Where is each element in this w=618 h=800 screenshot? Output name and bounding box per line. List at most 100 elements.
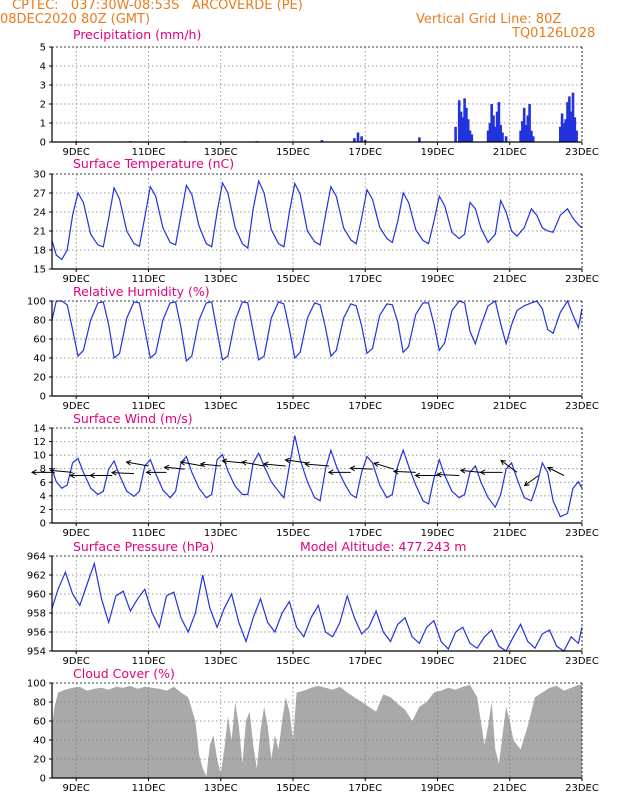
x-tick-label: 13DEC <box>204 528 238 539</box>
y-tick-label: 10 <box>33 451 46 462</box>
y-tick-label: 27 <box>33 189 46 200</box>
precip-bar <box>360 136 363 142</box>
wind-arrow <box>327 469 351 476</box>
x-tick-label: 11DEC <box>132 528 166 539</box>
precip-bar <box>524 124 528 142</box>
wind-arrow <box>479 469 503 476</box>
precip-bar <box>531 136 535 142</box>
wind-panel: 0 2 4 6 8 10 12 14 9DEC 11DEC 13DEC 15DEC 17DEC 19DEC… <box>30 411 599 539</box>
x-tick-label: 11DEC <box>132 147 166 158</box>
precip-panel: 0 1 2 3 4 5 9DEC 11DEC 13DEC 15DEC 17DEC 19DEC 21DEC… <box>40 27 599 158</box>
y-tick-label: 100 <box>27 679 46 690</box>
x-tick-label: 17DEC <box>348 274 382 285</box>
y-tick-label: 0 <box>40 519 46 530</box>
precip-bar <box>562 123 566 142</box>
x-tick-label: 23DEC <box>565 783 599 794</box>
y-tick-label: 40 <box>33 736 46 747</box>
precip-title: Precipitation (mm/h) <box>73 27 201 42</box>
precip-bar <box>356 132 360 142</box>
precip-bar <box>564 119 567 142</box>
wind-arrow <box>262 461 286 468</box>
y-tick-label: 2 <box>40 100 46 111</box>
x-tick-label: 23DEC <box>565 147 599 158</box>
y-tick-label: 12 <box>33 437 46 448</box>
precip-bar <box>528 104 531 142</box>
wind-arrow <box>373 461 395 470</box>
precip-bar <box>461 117 465 142</box>
cloud-panel: 0 20 40 60 80 100 9DEC 11DEC 13DEC 15DEC 17DEC 19DE… <box>27 666 599 794</box>
wind-arrow <box>163 464 185 471</box>
precip-bar <box>497 102 501 142</box>
wind-arrow <box>349 465 373 472</box>
precip-bar <box>470 134 474 142</box>
x-tick-label: 15DEC <box>276 401 310 412</box>
y-tick-label: 80 <box>33 316 46 327</box>
x-tick-label: 19DEC <box>421 656 455 667</box>
wind-arrow <box>89 472 113 479</box>
y-tick-label: 20 <box>33 373 46 384</box>
y-tick-label: 2 <box>40 505 46 516</box>
x-tick-label: 15DEC <box>276 274 310 285</box>
wind-arrow <box>221 458 243 465</box>
x-tick-label: 17DEC <box>348 401 382 412</box>
wind-arrow <box>523 475 539 487</box>
wind-arrow <box>125 459 149 467</box>
precip-bar <box>573 117 577 142</box>
x-tick-label: 15DEC <box>276 656 310 667</box>
x-tick-label: 11DEC <box>132 274 166 285</box>
y-tick-label: 15 <box>33 265 46 276</box>
cloud-cover-area <box>52 684 582 778</box>
precip-bar <box>571 92 575 142</box>
wind-series-line <box>51 435 583 518</box>
precip-bar <box>457 100 461 142</box>
precip-bar <box>559 126 562 142</box>
x-tick-label: 11DEC <box>132 401 166 412</box>
precip-bar <box>418 137 421 143</box>
wind-arrow <box>284 457 308 464</box>
x-tick-label: 11DEC <box>132 783 166 794</box>
x-tick-label: 19DEC <box>421 401 455 412</box>
y-tick-label: 100 <box>27 297 46 308</box>
y-tick-label: 0 <box>40 138 46 149</box>
y-tick-label: 20 <box>33 755 46 766</box>
pres-title: Surface Pressure (hPa) <box>73 539 214 554</box>
y-tick-label: 962 <box>27 571 46 582</box>
wind-arrow <box>547 466 565 476</box>
x-tick-label: 21DEC <box>493 147 527 158</box>
x-tick-label: 21DEC <box>493 783 527 794</box>
x-tick-label: 9DEC <box>63 274 90 285</box>
y-tick-label: 4 <box>40 62 46 73</box>
x-tick-label: 9DEC <box>63 401 90 412</box>
x-tick-label: 17DEC <box>348 783 382 794</box>
precip-bar <box>521 121 524 142</box>
x-tick-label: 13DEC <box>204 783 238 794</box>
temp-title: Surface Temperature (nC) <box>73 156 234 171</box>
y-tick-label: 80 <box>33 698 46 709</box>
x-tick-label: 9DEC <box>63 783 90 794</box>
wind-arrow <box>199 461 221 468</box>
precip-bar <box>466 119 470 142</box>
precip-bar <box>519 130 522 142</box>
y-tick-label: 956 <box>27 628 46 639</box>
y-tick-label: 5 <box>40 43 46 54</box>
y-tick-label: 30 <box>33 170 46 181</box>
y-tick-label: 0 <box>40 392 46 403</box>
x-tick-label: 17DEC <box>348 147 382 158</box>
x-tick-label: 19DEC <box>421 528 455 539</box>
x-tick-label: 19DEC <box>421 783 455 794</box>
y-tick-label: 1 <box>40 119 46 130</box>
rh-panel: 0 20 40 60 80 100 9DEC 11DEC 13DEC 15DEC 17DEC 19DE… <box>27 284 599 412</box>
x-tick-label: 17DEC <box>348 656 382 667</box>
precip-bar <box>320 140 324 142</box>
y-tick-label: 24 <box>33 208 46 219</box>
x-tick-label: 9DEC <box>63 528 90 539</box>
x-tick-label: 9DEC <box>63 656 90 667</box>
x-tick-label: 17DEC <box>348 528 382 539</box>
x-tick-label: 23DEC <box>565 528 599 539</box>
y-tick-label: 18 <box>33 246 46 257</box>
x-tick-label: 23DEC <box>565 274 599 285</box>
precip-bar <box>501 132 504 142</box>
y-tick-label: 6 <box>40 478 46 489</box>
wind-arrow <box>436 471 460 478</box>
